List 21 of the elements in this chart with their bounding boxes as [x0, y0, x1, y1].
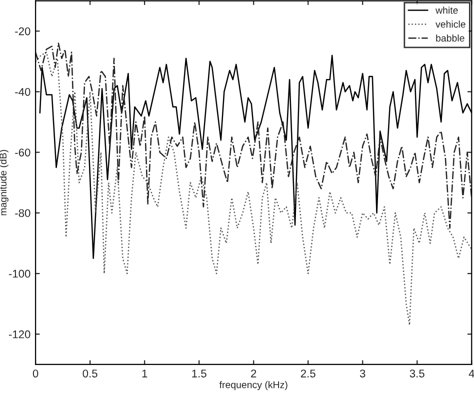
- y-tick-label: -100: [8, 270, 30, 278]
- x-tick-label: 1.5: [192, 370, 206, 378]
- x-tick-label: 0: [32, 370, 38, 378]
- legend-label: babble: [436, 34, 464, 42]
- y-tick-label: -120: [8, 330, 30, 338]
- x-tick-label: 0.5: [82, 370, 98, 378]
- x-tick-label: 2.5: [300, 370, 316, 378]
- y-tick-label: -80: [15, 209, 30, 218]
- x-axis-title: frequency (kHz): [219, 381, 288, 390]
- x-tick-label: 1: [142, 370, 148, 378]
- x-tick-label: 3.5: [410, 370, 424, 378]
- y-tick-label: -40: [15, 88, 30, 96]
- x-tick-label: 4: [468, 370, 474, 378]
- y-tick-label: -20: [15, 27, 30, 36]
- y-tick-label: -60: [15, 148, 30, 156]
- line-series: [36, 52, 472, 326]
- legend-label: vehicle: [436, 20, 466, 28]
- x-tick-label: 3: [360, 370, 366, 378]
- legend-label: white: [436, 6, 458, 14]
- x-tick-label: 2: [251, 370, 256, 378]
- line-series: [36, 42, 472, 229]
